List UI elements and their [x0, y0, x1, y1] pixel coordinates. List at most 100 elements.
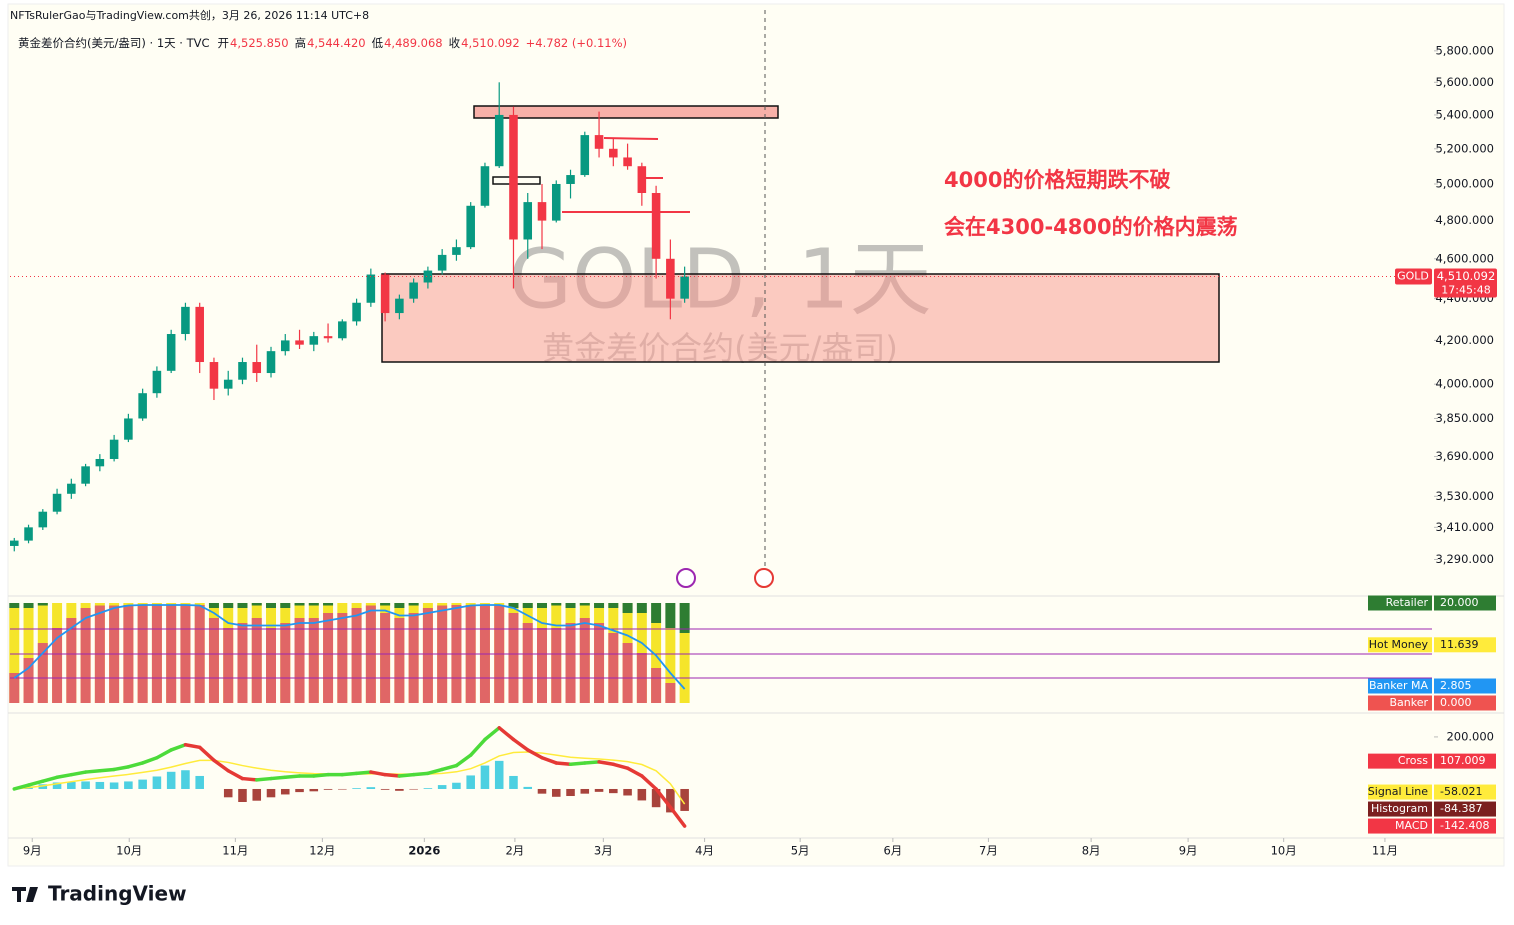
banker-bar — [9, 673, 20, 703]
candle-body — [437, 254, 447, 271]
banker-ma-line — [13, 604, 686, 690]
legend-value-box — [1434, 678, 1496, 694]
banker-bar — [23, 658, 34, 703]
histogram-bar — [67, 781, 76, 789]
histogram-bar — [523, 786, 533, 789]
y-tick-label: 3,290.000 — [1435, 552, 1494, 566]
legend-value: -84.387 — [1440, 802, 1482, 815]
macd-segment — [568, 761, 587, 767]
histogram-bar — [352, 788, 361, 789]
hot-money-bar — [665, 628, 676, 703]
retailer-bar — [308, 603, 319, 606]
macd-segment — [26, 779, 45, 787]
macd-segment — [483, 726, 501, 742]
legend-value-box — [1434, 595, 1496, 611]
annotation: 会在4300-4800的价格内震荡 — [944, 215, 1238, 239]
banker-bar — [294, 618, 305, 703]
banker-bar — [308, 618, 319, 703]
retailer-bar — [579, 603, 590, 606]
legend-value-box — [1434, 753, 1496, 769]
legend-v: 4,510.092 — [461, 36, 520, 50]
macd-segment — [226, 769, 245, 781]
retailer-bar — [323, 603, 334, 606]
macd-segment — [41, 775, 59, 783]
retailer-bar — [394, 603, 405, 608]
candle-body — [366, 274, 376, 303]
histogram-bar — [423, 788, 433, 789]
retailer-bar — [408, 603, 419, 606]
histogram-bar — [366, 787, 376, 789]
candle-body — [551, 183, 561, 221]
symbol-tag-label: GOLD — [1397, 269, 1429, 282]
symbol: 黄金差价合约(美元/盎司) · 1天 · TVC — [18, 36, 210, 50]
candle-body — [209, 362, 219, 389]
candle-body — [409, 282, 418, 299]
legend-name-box — [1368, 695, 1432, 711]
retailer-bar — [9, 603, 20, 608]
candle-body — [566, 175, 575, 184]
y-tick-label: 5,200.000 — [1435, 141, 1494, 155]
histogram-bar — [651, 788, 661, 808]
candle-body — [109, 439, 119, 459]
histogram-bar — [223, 788, 233, 798]
candle-body — [95, 458, 105, 467]
x-tick-label: 7月 — [979, 844, 998, 858]
macd-segment — [411, 771, 430, 777]
macd-segment — [668, 805, 687, 828]
banker-bar — [551, 628, 562, 703]
candle-body — [24, 527, 33, 541]
macd-segment — [611, 762, 630, 770]
banker-bar — [251, 618, 262, 703]
candle-body — [67, 483, 76, 494]
macd-segment — [12, 783, 31, 791]
x-tick-label: 10月 — [1271, 844, 1297, 858]
macd-segment — [454, 753, 473, 768]
legend: 黄金差价合约(美元/盎司) · 1天 · TVC 开4,525.850 高4,544… — [18, 35, 633, 51]
macd-segment — [583, 760, 601, 765]
candle-body — [666, 258, 675, 299]
legend-value-box — [1434, 801, 1496, 817]
histogram-bar — [623, 788, 632, 796]
macd-segment — [283, 774, 302, 780]
legend-name: Hot Money — [1369, 638, 1429, 651]
banker-bar — [608, 633, 619, 703]
candle-body — [252, 362, 262, 374]
countdown: 17:45:48 — [1441, 283, 1490, 296]
macd-segment — [511, 737, 530, 752]
banker-bar — [37, 643, 48, 703]
legend-value-box — [1434, 818, 1496, 834]
macd-segment — [212, 758, 230, 773]
y-tick-label: 3,410.000 — [1435, 520, 1494, 534]
legend-name-box — [1368, 595, 1432, 611]
legend-name-box — [1368, 637, 1432, 653]
event-icon — [754, 568, 774, 588]
legend-name: Histogram — [1371, 802, 1428, 815]
candle-body — [266, 351, 276, 374]
candle-body — [509, 114, 518, 240]
candle-body — [380, 274, 390, 314]
candles — [10, 82, 689, 552]
x-tick-label: 8月 — [1082, 844, 1101, 858]
histogram-bar — [680, 788, 689, 811]
x-tick-label: 9月 — [23, 844, 42, 858]
candle-body — [124, 418, 133, 440]
banker-bar — [351, 608, 362, 703]
candle-body — [651, 192, 661, 259]
macd-segment — [383, 772, 402, 778]
macd-segment — [98, 767, 116, 773]
candle-body — [609, 148, 618, 158]
candle-body — [10, 540, 19, 546]
candle-body — [580, 135, 590, 176]
banker-bar — [422, 608, 433, 703]
legend-k: 低 — [371, 36, 384, 50]
y-tick-label: 5,000.000 — [1435, 176, 1494, 190]
candle-body — [494, 114, 504, 167]
banker-bar — [665, 683, 676, 703]
histogram-bar — [395, 788, 404, 791]
macd-segment — [540, 755, 559, 765]
histogram-bar — [152, 776, 162, 789]
brand: TradingView — [48, 882, 187, 906]
drawn-line — [603, 137, 659, 140]
banker-bar — [579, 618, 590, 703]
histogram-bar — [580, 788, 590, 794]
